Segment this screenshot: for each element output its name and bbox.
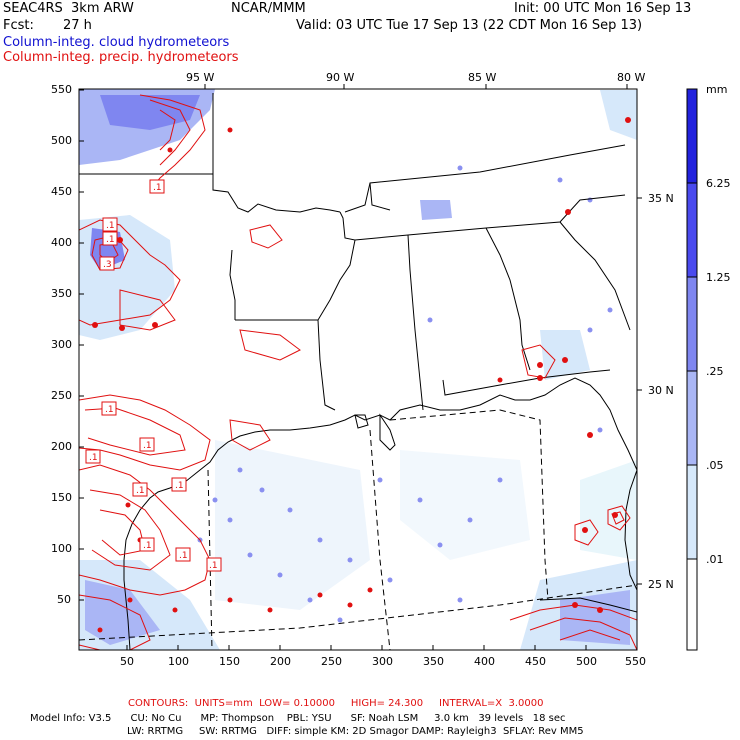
y-tick-label: 450 bbox=[51, 185, 72, 198]
contour-label: .1 bbox=[102, 231, 118, 246]
svg-text:.1: .1 bbox=[105, 405, 114, 415]
svg-text:.1: .1 bbox=[143, 541, 152, 551]
x-tick-label: 200 bbox=[270, 655, 291, 668]
contour-label: .1 bbox=[206, 557, 222, 572]
x-tick-label: 300 bbox=[372, 655, 393, 668]
contour-label: .1 bbox=[149, 179, 165, 194]
lon-label: 95 W bbox=[186, 71, 215, 84]
lon-label: 90 W bbox=[326, 71, 355, 84]
lat-label: 25 N bbox=[648, 578, 674, 591]
lat-label: 30 N bbox=[648, 384, 674, 397]
y-tick-label: 400 bbox=[51, 236, 72, 249]
fcst-label: Fcst: bbox=[3, 18, 34, 33]
init-time: Init: 00 UTC Mon 16 Sep 13 bbox=[514, 1, 692, 16]
x-tick-label: 450 bbox=[525, 655, 546, 668]
x-tick-label: 550 bbox=[625, 655, 646, 668]
y-tick-label: 200 bbox=[51, 440, 72, 453]
model-info-line-1: Model Info: V3.5 CU: No Cu MP: Thompson … bbox=[30, 713, 566, 724]
contour-label: .1 bbox=[132, 482, 148, 497]
colorbar-label: .01 bbox=[706, 553, 724, 566]
svg-text:.1: .1 bbox=[153, 183, 162, 193]
svg-text:.1: .1 bbox=[106, 221, 115, 231]
colorbar-label: .25 bbox=[706, 365, 724, 378]
x-tick-label: 400 bbox=[474, 655, 495, 668]
model-name: SEAC4RS 3km ARW bbox=[3, 1, 134, 16]
svg-text:.1: .1 bbox=[89, 453, 98, 463]
lon-label: 85 W bbox=[468, 71, 497, 84]
contour-label: .1 bbox=[175, 547, 191, 562]
lon-label: 80 W bbox=[617, 71, 646, 84]
model-info-line-2: LW: RRTMG SW: RRTMG DIFF: simple KM: 2D … bbox=[127, 726, 584, 737]
contour-label: .1 bbox=[139, 537, 155, 552]
colorbar bbox=[686, 88, 698, 651]
contour-label: .1 bbox=[102, 217, 118, 232]
y-tick-label: 150 bbox=[51, 491, 72, 504]
svg-text:.1: .1 bbox=[106, 235, 115, 245]
y-tick-label: 50 bbox=[57, 593, 71, 606]
org-label: NCAR/MMM bbox=[231, 1, 306, 16]
x-tick-label: 50 bbox=[120, 655, 134, 668]
cloud-legend: Column-integ. cloud hydrometeors bbox=[3, 35, 230, 50]
colorbar-unit: mm bbox=[706, 83, 728, 96]
x-tick-label: 500 bbox=[576, 655, 597, 668]
svg-text:.1: .1 bbox=[209, 561, 218, 571]
valid-time: Valid: 03 UTC Tue 17 Sep 13 (22 CDT Mon … bbox=[296, 18, 643, 33]
y-tick-label: 250 bbox=[51, 389, 72, 402]
precip-legend: Column-integ. precip. hydrometeors bbox=[3, 50, 239, 65]
axis-ticks bbox=[79, 84, 642, 650]
svg-text:.1: .1 bbox=[175, 481, 184, 491]
colorbar-label: 6.25 bbox=[706, 177, 731, 190]
precip-heavy-blobs bbox=[92, 117, 631, 633]
y-tick-label: 100 bbox=[51, 542, 72, 555]
contour-label: .1 bbox=[139, 437, 155, 452]
contour-label: .3 bbox=[99, 256, 115, 271]
y-tick-label: 350 bbox=[51, 287, 72, 300]
lat-label: 35 N bbox=[648, 192, 674, 205]
contour-label: .1 bbox=[101, 401, 117, 416]
contour-labels: .1 .1 .1 .1 .1 .1 .1 .1 .1 .1 .3 .1 bbox=[85, 179, 222, 572]
y-tick-label: 500 bbox=[51, 134, 72, 147]
colorbar-label: .05 bbox=[706, 459, 724, 472]
y-tick-label: 300 bbox=[51, 338, 72, 351]
contour-label: .1 bbox=[85, 449, 101, 464]
fcst-value: 27 h bbox=[63, 18, 92, 33]
maritime-boundaries bbox=[79, 409, 637, 650]
colorbar-label: 1.25 bbox=[706, 271, 731, 284]
svg-text:.1: .1 bbox=[136, 486, 145, 496]
y-tick-label: 550 bbox=[51, 83, 72, 96]
political-boundaries bbox=[79, 93, 637, 650]
svg-text:.3: .3 bbox=[103, 260, 112, 270]
x-tick-label: 350 bbox=[423, 655, 444, 668]
precip-contours bbox=[79, 94, 637, 650]
contour-label: .1 bbox=[171, 477, 187, 492]
x-tick-label: 150 bbox=[219, 655, 240, 668]
x-tick-label: 100 bbox=[168, 655, 189, 668]
svg-text:.1: .1 bbox=[179, 551, 188, 561]
svg-text:.1: .1 bbox=[143, 441, 152, 451]
x-tick-label: 250 bbox=[321, 655, 342, 668]
contours-info: CONTOURS: UNITS=mm LOW= 0.10000 HIGH= 24… bbox=[128, 698, 544, 709]
